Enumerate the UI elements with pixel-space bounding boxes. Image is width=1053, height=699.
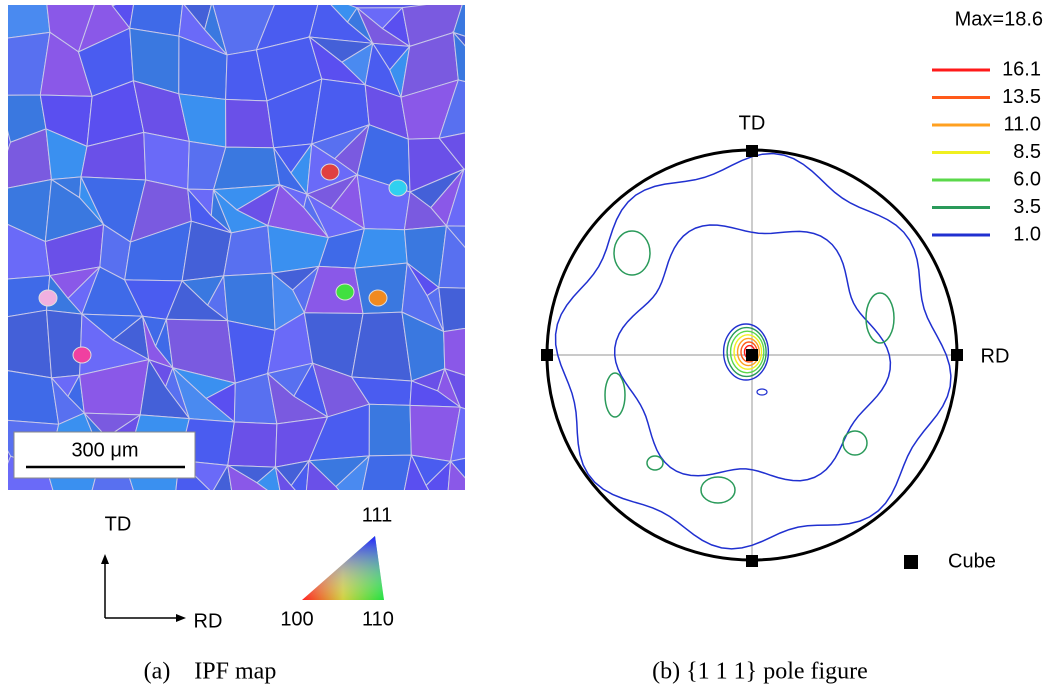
cube-pole (746, 555, 758, 567)
grain (438, 132, 465, 170)
max-label: Max=18.6 (955, 8, 1043, 30)
grain (361, 454, 412, 490)
pole-label: RD (981, 345, 1010, 367)
grain (449, 406, 465, 463)
contour (722, 323, 770, 381)
legend-label: Cube (948, 550, 996, 572)
caption: (a) IPF map (144, 659, 277, 685)
grain (227, 421, 278, 468)
contour (613, 230, 651, 276)
triangle-label: 111 (362, 504, 392, 526)
contour (554, 152, 952, 550)
scale-bar-label: 300 μm (71, 439, 138, 461)
grain (368, 289, 388, 307)
contour (736, 337, 760, 367)
grain (452, 5, 465, 37)
grain (445, 168, 465, 227)
contour (842, 430, 868, 456)
ipf-triangle-blue (302, 536, 384, 600)
cube-marker (904, 555, 918, 569)
legend-label: 6.0 (1013, 168, 1041, 190)
caption: (b) {1 1 1} pole figure (652, 659, 868, 685)
cube-pole (746, 145, 758, 157)
grain (403, 453, 430, 490)
pole-label: TD (739, 112, 766, 134)
arrow-head (176, 614, 186, 622)
grain (438, 79, 465, 139)
grain (72, 346, 92, 364)
grain (335, 283, 355, 301)
grain (368, 403, 412, 457)
legend-label: 11.0 (1004, 113, 1041, 135)
cube-pole (951, 349, 963, 361)
grain (38, 289, 58, 307)
contour (700, 476, 736, 504)
grain (223, 225, 273, 277)
grain (45, 309, 83, 379)
contour (613, 224, 892, 482)
contour (733, 334, 763, 370)
grain (305, 459, 340, 490)
contour (865, 292, 895, 344)
legend: 16.1 13.5 11.0 8.5 6.0 3.5 1.0 (932, 58, 1041, 245)
legend-label: 13.5 (1002, 86, 1041, 108)
arrow-head (101, 554, 109, 564)
grain (227, 464, 268, 490)
grain (274, 465, 296, 490)
grain (8, 309, 53, 379)
axis-label: TD (105, 513, 132, 535)
triangle-label: 100 (280, 608, 313, 630)
grain (443, 367, 465, 410)
grain (212, 146, 281, 191)
grain (474, 49, 507, 86)
grain (425, 460, 452, 490)
triangle-label: 110 (362, 608, 394, 630)
contour (729, 330, 765, 374)
contour (756, 388, 768, 396)
grain (225, 98, 275, 149)
legend-label: 1.0 (1013, 223, 1041, 245)
cube-pole (541, 349, 553, 361)
grain (452, 30, 465, 83)
grain (471, 227, 508, 289)
grain (438, 286, 465, 333)
grain (354, 228, 408, 269)
legend-label: 3.5 (1013, 196, 1041, 218)
legend-label: 16.1 (1002, 58, 1041, 80)
grain (443, 327, 465, 376)
axis-label: RD (194, 610, 223, 632)
grain (320, 163, 340, 181)
ipf-map (8, 5, 508, 510)
scale-bar-box (13, 431, 196, 479)
pole-figure (541, 145, 963, 567)
legend-label: 8.5 (1013, 141, 1041, 163)
contour (646, 455, 664, 471)
grain (213, 463, 233, 490)
contour (604, 372, 626, 418)
grain (447, 460, 465, 490)
grain (388, 179, 408, 197)
contour (726, 326, 767, 378)
cube-pole (746, 349, 758, 361)
grain (476, 453, 493, 510)
